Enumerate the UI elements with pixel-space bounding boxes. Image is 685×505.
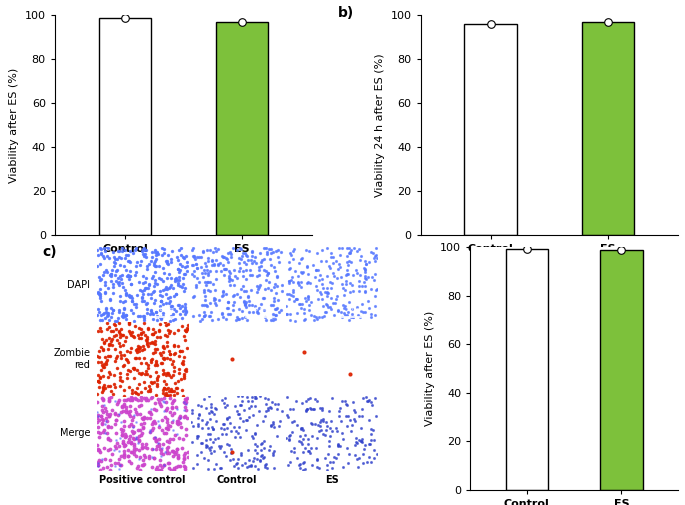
Text: b): b) [338,7,354,20]
Point [616,246,627,254]
Text: c): c) [42,245,57,259]
Y-axis label: Viability after ES (%): Viability after ES (%) [9,67,19,183]
Text: ES: ES [325,475,338,485]
Point [236,18,247,26]
Text: DAPI: DAPI [67,280,90,290]
Text: Merge: Merge [60,428,90,438]
Text: Positive control: Positive control [99,475,186,485]
Point [120,15,131,23]
Bar [600,250,643,490]
Bar [506,248,548,490]
Point [486,20,497,28]
Bar [464,24,517,235]
Bar [582,22,634,235]
Text: Zombie
red: Zombie red [53,348,90,370]
Point [521,244,532,252]
Text: Control: Control [216,475,258,485]
Bar [99,19,151,235]
Y-axis label: Viability after ES (%): Viability after ES (%) [425,311,434,426]
Point [602,18,613,26]
Bar [216,22,269,235]
Y-axis label: Viability 24 h after ES (%): Viability 24 h after ES (%) [375,53,385,197]
